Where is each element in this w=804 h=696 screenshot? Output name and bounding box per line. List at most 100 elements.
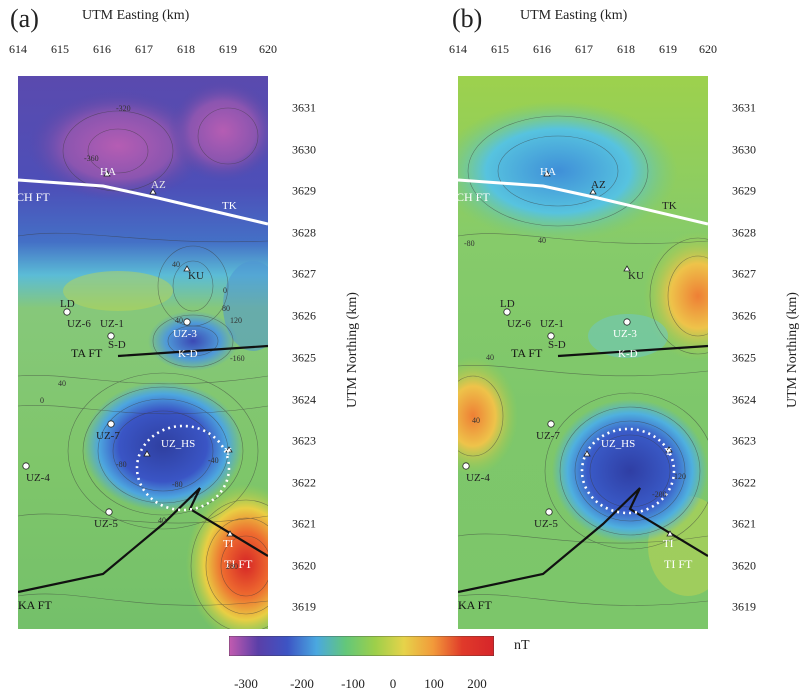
panel-b-contour-label: 120	[674, 472, 686, 481]
colorbar-tick: -100	[341, 676, 365, 691]
colorbar-tick: 0	[389, 676, 397, 691]
panel-b-northing-tick: 3630	[732, 142, 756, 157]
panel-a-easting-tick: 620	[259, 42, 277, 56]
panel-a-contour-label: -40	[208, 456, 219, 465]
panel-a-contour-label: -160	[230, 354, 245, 363]
colorbar-tick: -200	[290, 676, 314, 691]
panel-b-label-kd: K-D	[618, 348, 638, 360]
panel-b-label-ku: KU	[628, 270, 644, 282]
panel-b-northing-tick: 3628	[732, 225, 756, 240]
panel-b-contour-label: -200	[652, 490, 667, 499]
panel-b-label-ti: TI	[663, 538, 674, 550]
panel-a-contour-label: 0	[223, 286, 227, 295]
colorbar-tick: 200	[467, 676, 487, 691]
panel-a-label-kd: K-D	[178, 348, 198, 360]
panel-b-easting-tick: 619	[659, 42, 677, 56]
panel-b-label-ka-ft: KA FT	[458, 598, 492, 612]
panel-b-label-sd: S-D	[548, 339, 566, 351]
colorbar	[229, 636, 494, 656]
panel-a-label-tk: TK	[222, 200, 237, 212]
panel-b-northing-tick: 3631	[732, 100, 756, 115]
panel-b-northing-tick: 3624	[732, 392, 756, 407]
panel-b-label-ta-ft: TA FT	[511, 346, 543, 360]
panel-b-contour-label: 40	[486, 353, 494, 362]
panel-a-label-y: Y	[224, 446, 232, 458]
panel-b-label-ha: HA	[540, 166, 556, 178]
panel-a-easting-tick: 615	[51, 42, 69, 56]
panel-b-label-ch-ft: CH FT	[456, 190, 490, 204]
panel-a-contour-label: -80	[172, 480, 183, 489]
panel-a-label-ti-ft: TI FT	[224, 557, 253, 571]
panel-a-map	[18, 76, 268, 629]
panel-b-contour-label: 40	[538, 236, 546, 245]
panel-b-easting-title: UTM Easting (km)	[520, 8, 628, 23]
panel-a-northing-tick: 3630	[292, 142, 316, 157]
panel-a-label-uz4: UZ-4	[26, 472, 50, 484]
panel-a-label-sd: S-D	[108, 339, 126, 351]
panel-a-contour-label: 80	[222, 304, 230, 313]
panel-a-contour-label: 40	[58, 379, 66, 388]
panel-a-northing-tick: 3619	[292, 599, 316, 614]
panel-a-label-ku: KU	[188, 270, 204, 282]
panel-a-northing-tick: 3624	[292, 392, 316, 407]
panel-a-northing-tick: 3622	[292, 475, 316, 490]
panel-b-label-uz1: UZ-1	[540, 318, 564, 330]
panel-b-label-az: AZ	[591, 179, 606, 191]
panel-a-contour-label: 40	[158, 516, 166, 525]
panel-a-label-ha: HA	[100, 166, 116, 178]
panel-a-label-uz-hs: UZ_HS	[161, 438, 196, 450]
panel-b-northing-tick: 3621	[732, 516, 756, 531]
colorbar-tick: -300	[234, 676, 258, 691]
panel-a-contour-label: -80	[116, 460, 127, 469]
panel-b-label-uz7: UZ-7	[536, 430, 560, 442]
panel-b-northing-tick: 3626	[732, 308, 756, 323]
panel-b-northing-tick: 3627	[732, 266, 756, 281]
panel-a-label-uz3: UZ-3	[173, 328, 197, 340]
panel-a-contour-label: 0	[40, 396, 44, 405]
panel-b-northing-tick: 3625	[732, 350, 756, 365]
panel-b-northing-tick: 3619	[732, 599, 756, 614]
panel-b-label-uz3: UZ-3	[613, 328, 637, 340]
panel-a-label-uz6: UZ-6	[67, 318, 91, 330]
colorbar-unit: nT	[514, 638, 530, 653]
colorbar-tick: 100	[424, 676, 444, 691]
panel-b-northing-tick: 3622	[732, 475, 756, 490]
panel-b-label-uz6: UZ-6	[507, 318, 531, 330]
panel-b-label-uz5: UZ-5	[534, 518, 558, 530]
panel-a-contour-label: 40	[175, 316, 183, 325]
panel-a-contour-label: -360	[84, 154, 99, 163]
panel-b-label-tk: TK	[662, 200, 677, 212]
panel-a-label-ta-ft: TA FT	[71, 346, 103, 360]
panel-b-easting-tick: 616	[533, 42, 551, 56]
panel-b-northing-tick: 3623	[732, 433, 756, 448]
panel-a-label-uz7: UZ-7	[96, 430, 120, 442]
panel-a-easting-tick: 617	[135, 42, 153, 56]
panel-a-northing-tick: 3621	[292, 516, 316, 531]
panel-a-northing-tick: 3620	[292, 558, 316, 573]
panel-a-label-ld: LD	[60, 298, 75, 310]
panel-a-northing-tick: 3625	[292, 350, 316, 365]
panel-a-northing-tick: 3626	[292, 308, 316, 323]
panel-b-northing-tick: 3620	[732, 558, 756, 573]
panel-a-contour-label: 120	[230, 316, 242, 325]
panel-b-northing-tick: 3629	[732, 183, 756, 198]
panel-a-label-ch-ft: CH FT	[16, 190, 50, 204]
panel-a-northing-tick: 3627	[292, 266, 316, 281]
panel-a-northing-tick: 3628	[292, 225, 316, 240]
panel-a-contour-label: 280	[226, 562, 238, 571]
panel-b-easting-tick: 617	[575, 42, 593, 56]
panel-b-tag: (b)	[452, 4, 483, 33]
panel-b-easting-tick: 615	[491, 42, 509, 56]
panel-b-label-ld: LD	[500, 298, 515, 310]
panel-a-label-ka-ft: KA FT	[18, 598, 52, 612]
panel-b-label-y: Y	[664, 446, 672, 458]
panel-b-label-uz4: UZ-4	[466, 472, 490, 484]
panel-a-easting-tick: 616	[93, 42, 111, 56]
panel-a-label-az: AZ	[151, 179, 166, 191]
panel-b-contour-label: -80	[464, 239, 475, 248]
panel-a-northing-tick: 3623	[292, 433, 316, 448]
panel-b-label-uz-hs: UZ_HS	[601, 438, 636, 450]
panel-a-northing-tick: 3631	[292, 100, 316, 115]
panel-b-easting-tick: 614	[449, 42, 467, 56]
panel-a-easting-title: UTM Easting (km)	[82, 8, 190, 23]
